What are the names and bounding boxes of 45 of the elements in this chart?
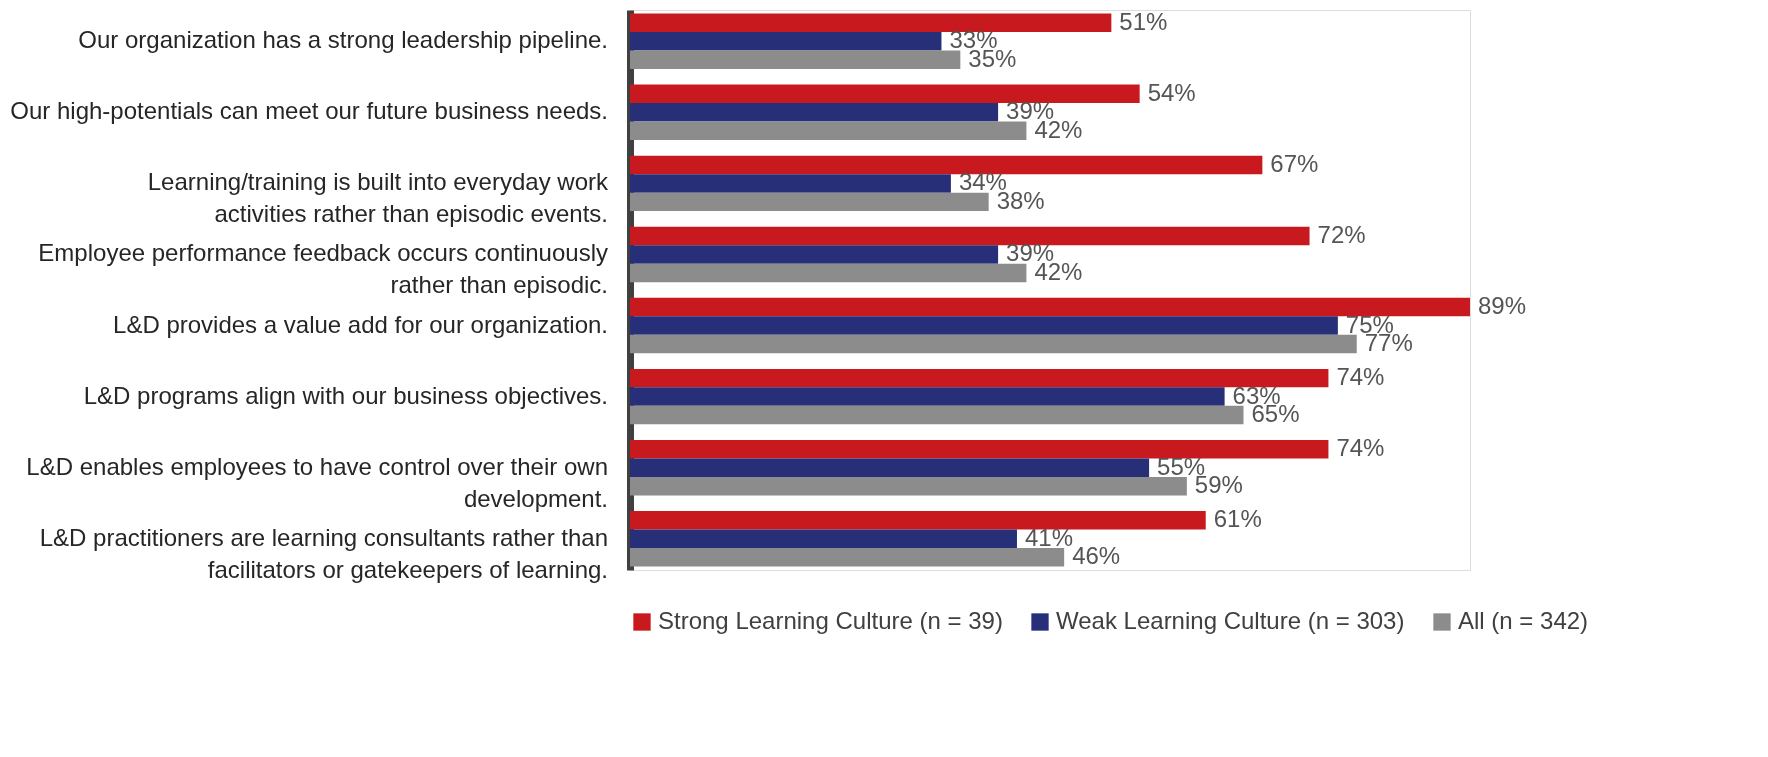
y-tick-label: L&D enables employees to have control over their own development. bbox=[26, 452, 608, 512]
bar bbox=[630, 121, 1027, 141]
bar bbox=[630, 245, 999, 264]
bar bbox=[630, 192, 989, 212]
bar bbox=[630, 387, 1225, 406]
bar bbox=[630, 263, 1027, 283]
data-label: 41% bbox=[1024, 523, 1074, 551]
bar bbox=[630, 511, 1206, 530]
bar bbox=[630, 405, 1244, 425]
data-label: 67% bbox=[1270, 149, 1319, 177]
bar bbox=[630, 13, 1112, 33]
bar bbox=[630, 155, 1263, 175]
bar bbox=[630, 103, 999, 122]
y-tick-label: Learning/training is built into everyday work activities rather than episodic events. bbox=[147, 168, 609, 228]
legend-label: Weak Learning Culture (n = 303) bbox=[1056, 607, 1405, 634]
y-tick-label: Employee performance feedback occurs continuously rather than episodic. bbox=[38, 239, 608, 299]
bar bbox=[630, 458, 1150, 477]
bar bbox=[630, 174, 951, 193]
y-tick-label: Our organization has a strong leadership pipeline. bbox=[78, 26, 608, 54]
data-label: 72% bbox=[1317, 220, 1366, 248]
data-label: 51% bbox=[1119, 7, 1168, 35]
bar bbox=[630, 529, 1017, 548]
data-label: 54% bbox=[1147, 78, 1196, 106]
data-label: 74% bbox=[1336, 363, 1385, 391]
bar bbox=[630, 50, 961, 69]
y-tick-label: L&D practitioners are learning consultants rather than facilitators or gatekeepers of learning. bbox=[39, 523, 608, 583]
bar bbox=[630, 476, 1187, 496]
bar bbox=[630, 547, 1065, 567]
data-label: 61% bbox=[1213, 505, 1262, 533]
data-label: 89% bbox=[1478, 292, 1527, 320]
y-tick-label: L&D programs align with our business objectives. bbox=[83, 381, 608, 409]
bar bbox=[630, 84, 1140, 104]
bar bbox=[630, 32, 942, 51]
data-label: 74% bbox=[1336, 434, 1385, 462]
bar bbox=[630, 316, 1338, 335]
y-tick-label: L&D provides a value add for our organization. bbox=[113, 310, 608, 338]
legend-label: All (n = 342) bbox=[1458, 607, 1589, 634]
bar bbox=[630, 439, 1329, 459]
data-label: 46% bbox=[1072, 542, 1121, 570]
y-tick-label: Our high-potentials can meet our future business needs. bbox=[10, 97, 608, 125]
bar bbox=[630, 226, 1310, 246]
bar bbox=[630, 334, 1357, 354]
legend-label: Strong Learning Culture (n = 39) bbox=[658, 607, 1003, 634]
bar bbox=[630, 368, 1329, 388]
bar bbox=[630, 297, 1470, 317]
